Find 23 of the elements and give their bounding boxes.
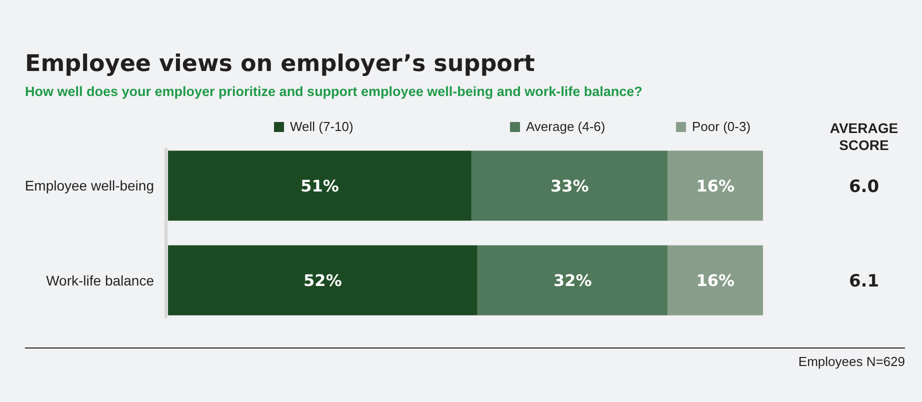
chart-title: Employee views on employer’s support (25, 51, 535, 77)
text: 6.0 (848, 176, 880, 197)
y-tick-label: Employee well-being (24, 178, 154, 194)
text: 6.1 (848, 271, 880, 292)
data-label: 52% (304, 271, 342, 290)
data-label: 33% (550, 176, 589, 196)
legend-label: Average (4-6) (526, 119, 606, 134)
bar (471, 150, 668, 221)
data-label: 16% (696, 176, 735, 196)
data-label: 16% (696, 271, 735, 290)
legend-label: Poor (0-3) (692, 119, 751, 134)
data-label: 32% (553, 271, 592, 290)
text: AVERAGE SCORE (830, 120, 898, 153)
chart-subtitle: How well does your employer prioritize and support employee well-being and work-life balance? (25, 84, 642, 99)
bar (668, 245, 763, 316)
y-tick-label: Work-life balance (46, 272, 154, 288)
bar (168, 245, 478, 316)
text: Employees N=629 (798, 354, 905, 369)
bar (668, 150, 763, 221)
bar (477, 245, 668, 316)
legend-label: Well (7-10) (290, 119, 354, 134)
data-label: 51% (300, 176, 339, 196)
bar (168, 150, 472, 221)
